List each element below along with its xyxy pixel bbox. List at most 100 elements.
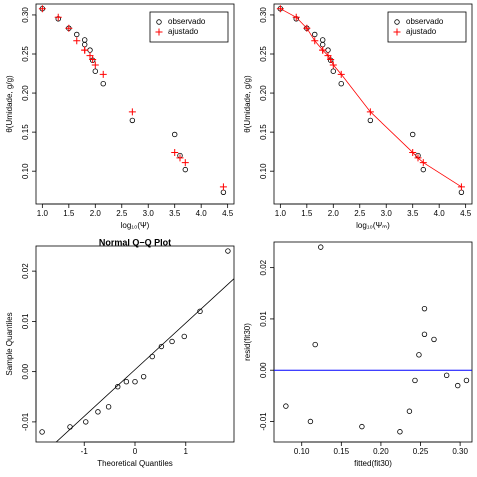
x-tick-label: 2.5 (354, 209, 366, 218)
circle-marker (463, 377, 470, 384)
circle-marker (220, 189, 227, 195)
circle-marker (330, 68, 336, 74)
plus-marker (457, 183, 465, 191)
plus-marker (65, 24, 73, 32)
y-tick-label: 0.30 (259, 7, 268, 23)
legend-box (149, 11, 229, 43)
circle-marker (420, 166, 426, 173)
y-axis-label: Sample Quantiles (5, 312, 14, 375)
plus-marker (86, 52, 94, 60)
plus-marker (327, 55, 335, 63)
circle-marker (82, 37, 88, 43)
circle-marker (397, 429, 403, 435)
circle-marker (225, 248, 231, 254)
circle-marker (421, 305, 428, 312)
x-tick-label: 4.0 (196, 209, 208, 218)
plus-marker (181, 159, 189, 167)
circle-marker (455, 382, 461, 389)
y-tick-label: 0.02 (21, 263, 30, 279)
y-tick-label: 0.10 (259, 163, 268, 179)
x-tick-label: 0.20 (373, 447, 389, 456)
circle-marker (74, 31, 80, 38)
plus-marker (337, 70, 345, 78)
plus-marker (311, 37, 319, 45)
plus-marker (73, 37, 81, 45)
y-tick-label: -0.01 (259, 412, 268, 431)
plus-marker (38, 5, 46, 13)
plus-marker (319, 46, 327, 54)
y-tick-label: 0.30 (21, 7, 30, 23)
y-tick-label: 0.00 (259, 362, 268, 378)
circle-marker (416, 352, 422, 358)
circle-marker (421, 331, 428, 338)
plus-marker (219, 183, 227, 191)
plus-marker (171, 148, 179, 156)
plus-marker (128, 108, 136, 116)
y-axis-label: resid(fit30) (243, 323, 252, 361)
circle-marker (359, 423, 365, 430)
plus-marker (303, 24, 311, 32)
plus-marker (366, 108, 374, 116)
legend-label: ajustado (168, 27, 199, 36)
legend-label: ajustado (406, 27, 437, 36)
y-tick-label: 0.25 (259, 46, 268, 62)
plot-frame (273, 241, 473, 443)
circle-marker (169, 338, 175, 345)
x-tick-label: 1 (184, 447, 189, 456)
x-axis-label: Theoretical Quantiles (97, 459, 173, 468)
chart-title: Normal Q−Q Plot (99, 237, 171, 247)
x-tick-label: 2.0 (90, 209, 102, 218)
x-tick-label: 3.5 (169, 209, 181, 218)
circle-marker (100, 80, 106, 87)
circle-marker (307, 418, 314, 425)
x-tick-label: 0.25 (413, 447, 429, 456)
x-tick-label: 0.15 (334, 447, 350, 456)
circle-marker (82, 41, 88, 48)
legend-box (387, 11, 467, 43)
legend-marker (394, 19, 400, 25)
plus-marker (81, 46, 89, 54)
plus-marker (276, 5, 284, 13)
qq-line (55, 278, 234, 442)
circle-marker (92, 68, 98, 74)
circle-marker (39, 429, 45, 435)
circle-marker (325, 47, 331, 53)
y-tick-label: 0.10 (21, 163, 30, 179)
circle-marker (338, 80, 344, 87)
circle-marker (410, 131, 416, 138)
fit-line (280, 8, 462, 188)
x-tick-label: 0.30 (452, 447, 468, 456)
circle-marker (105, 404, 112, 410)
circle-marker (320, 37, 326, 43)
plus-marker (414, 154, 422, 162)
x-tick-label: 0.10 (294, 447, 310, 456)
x-tick-label: -1 (81, 447, 89, 456)
x-tick-label: 3.5 (407, 209, 419, 218)
circle-marker (458, 189, 465, 195)
x-tick-label: 1.0 (37, 209, 49, 218)
circle-marker (83, 419, 89, 425)
circle-marker (115, 384, 121, 390)
x-tick-label: 1.5 (63, 209, 75, 218)
circle-marker (443, 372, 450, 379)
circle-marker (181, 333, 187, 340)
plus-marker (329, 61, 337, 69)
y-tick-label: 0.01 (259, 311, 268, 327)
circle-marker (149, 353, 155, 360)
x-tick-label: 4.5 (460, 209, 472, 218)
legend-marker (393, 28, 401, 36)
circle-marker (123, 378, 130, 385)
circle-marker (129, 117, 136, 124)
y-tick-label: 0.20 (259, 85, 268, 101)
circle-marker (67, 424, 73, 430)
legend-marker (155, 28, 163, 36)
x-tick-label: 0 (133, 447, 138, 456)
circle-marker (132, 378, 138, 385)
x-axis-label: log₁₀(Ψ) (121, 221, 150, 230)
circle-marker (412, 377, 418, 384)
circle-marker (197, 308, 203, 315)
x-tick-label: 4.0 (434, 209, 446, 218)
circle-marker (182, 166, 188, 173)
plot-frame (35, 245, 235, 443)
y-tick-label: 0.20 (21, 85, 30, 101)
